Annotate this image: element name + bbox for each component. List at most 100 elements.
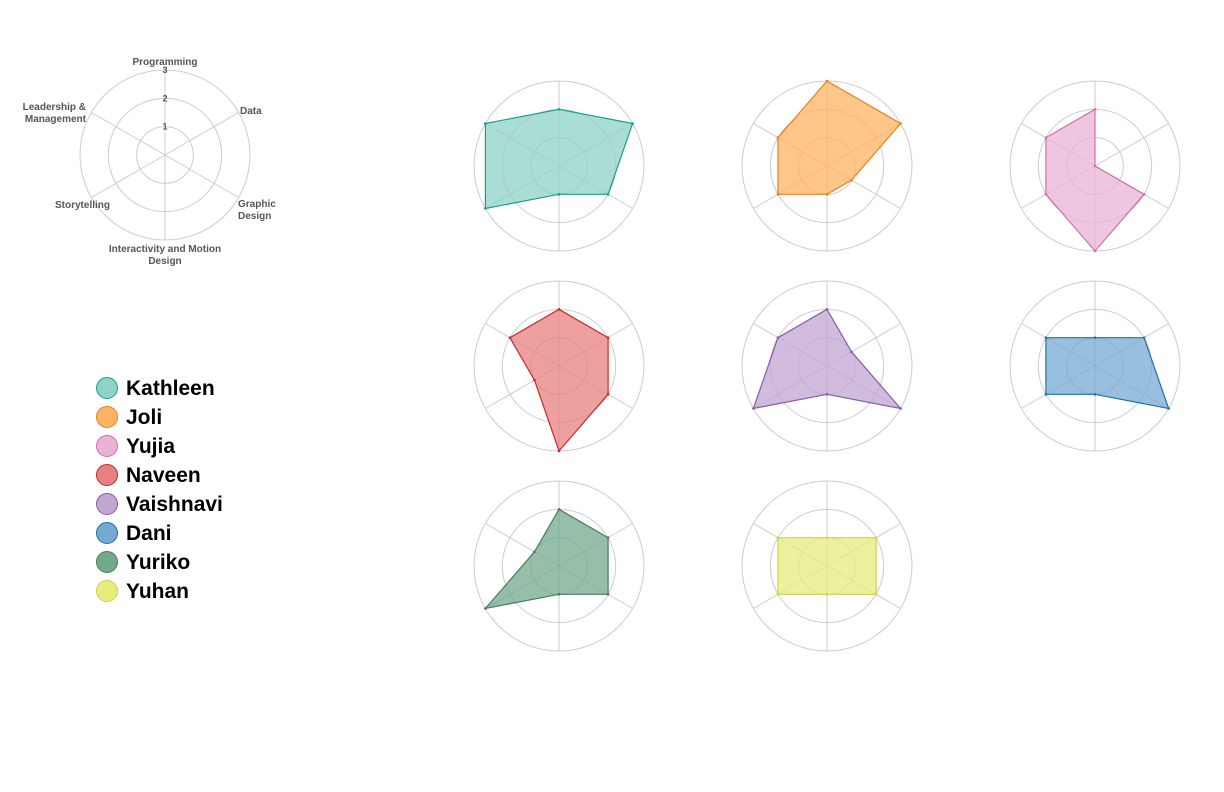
radar-vertex (1093, 164, 1097, 168)
radar-vertex (606, 593, 610, 596)
radar-vertex (874, 593, 878, 596)
radar-polygon (509, 308, 609, 453)
radar-vertex (825, 308, 829, 311)
radar-vertex (776, 136, 780, 139)
radar-panel (741, 280, 913, 452)
legend-item: Yuriko (96, 551, 190, 574)
axis-label-line: Interactivity and Motion (109, 244, 221, 255)
radar-vertex (776, 193, 780, 196)
legend-item: Naveen (96, 464, 201, 487)
radar-vertex (606, 336, 610, 339)
radar-vertex (1044, 336, 1048, 339)
legend-item: Yuhan (96, 580, 189, 603)
tick-label: 2 (162, 93, 167, 103)
legend-label: Kathleen (126, 377, 215, 400)
radar-vertex (557, 308, 561, 311)
radar-vertex (752, 407, 755, 410)
radar-vertex (1093, 336, 1097, 339)
axis-label-line: Storytelling (55, 200, 110, 211)
legend-label: Vaishnavi (126, 493, 223, 516)
legend-label: Naveen (126, 464, 201, 487)
radar-vertex (825, 193, 829, 196)
radar-panel (741, 480, 913, 652)
legend-swatch (96, 406, 118, 428)
radar-vertex (825, 536, 829, 539)
axis-label-line: Leadership & (23, 102, 86, 113)
radar-vertex (484, 122, 487, 125)
legend-swatch (96, 377, 118, 399)
legend-label: Joli (126, 406, 162, 429)
radar-vertex (825, 79, 829, 83)
radar-vertex (484, 207, 487, 210)
legend-item: Kathleen (96, 377, 215, 400)
radar-vertex (606, 536, 610, 539)
radar-panel (473, 80, 645, 252)
axis-label-line: Data (240, 106, 262, 117)
radar-vertex (899, 122, 902, 125)
legend-swatch (96, 551, 118, 573)
axis-label: Storytelling (55, 200, 110, 211)
radar-vertex (557, 508, 561, 511)
radar-polygon (777, 537, 877, 595)
radar-vertex (557, 193, 561, 196)
radar-panel (473, 280, 645, 453)
radar-vertex (1142, 336, 1146, 339)
radar-vertex (1093, 393, 1097, 396)
legend-swatch (96, 522, 118, 544)
grid-spoke (164, 112, 239, 156)
grid-spoke (91, 154, 166, 198)
axis-label: Leadership & Management (23, 102, 87, 125)
radar-vertex (1093, 108, 1097, 111)
radar-vertex (776, 593, 780, 596)
legend-label: Yuhan (126, 580, 189, 603)
legend-swatch (96, 493, 118, 515)
radar-vertex (850, 350, 853, 354)
legend-label: Yujia (126, 435, 175, 458)
radar-vertex (1093, 249, 1097, 253)
tick-label: 1 (162, 122, 167, 132)
radar-vertex (776, 536, 780, 539)
radar-vertex (557, 108, 561, 111)
radar-polygon (483, 508, 609, 610)
radar-vertex (631, 122, 634, 125)
radar-vertex (850, 178, 853, 182)
radar-vertex (533, 378, 536, 382)
legend-item: Joli (96, 406, 162, 429)
axis-label: Interactivity and Motion Design (109, 244, 221, 267)
radar-polygon (1045, 108, 1146, 252)
legend-item: Vaishnavi (96, 493, 223, 516)
axis-label: Data (240, 106, 262, 117)
radar-vertex (606, 393, 610, 396)
legend-swatch (96, 580, 118, 602)
radar-panel (1009, 280, 1181, 452)
axis-label: Graphic Design (238, 199, 276, 222)
radar-vertex (533, 550, 536, 554)
radar-panel (741, 79, 913, 252)
radar-vertex (557, 449, 561, 453)
radar-vertex (1044, 393, 1048, 396)
axis-label-line: Design (148, 256, 181, 267)
radar-vertex (1044, 193, 1048, 196)
grid-spoke (164, 154, 239, 198)
radar-vertex (557, 593, 561, 596)
radar-vertex (484, 607, 487, 610)
radar-vertex (1142, 193, 1146, 196)
small-multiples (473, 79, 1181, 652)
radar-vertex (874, 536, 878, 539)
radar-vertex (1167, 407, 1170, 410)
axis-label: Programming (132, 57, 197, 68)
radar-vertex (606, 193, 610, 196)
radar-vertex (825, 593, 829, 596)
radar-vertex (1044, 136, 1048, 139)
tick-label: 3 (162, 65, 167, 75)
radar-polygon (1045, 337, 1170, 410)
legend-swatch (96, 464, 118, 486)
radar-vertex (508, 336, 512, 339)
legend-swatch (96, 435, 118, 457)
radar-panel (1009, 80, 1181, 253)
legend-item: Dani (96, 522, 172, 545)
legend-label: Dani (126, 522, 172, 545)
axis-label-line: Management (25, 114, 87, 125)
